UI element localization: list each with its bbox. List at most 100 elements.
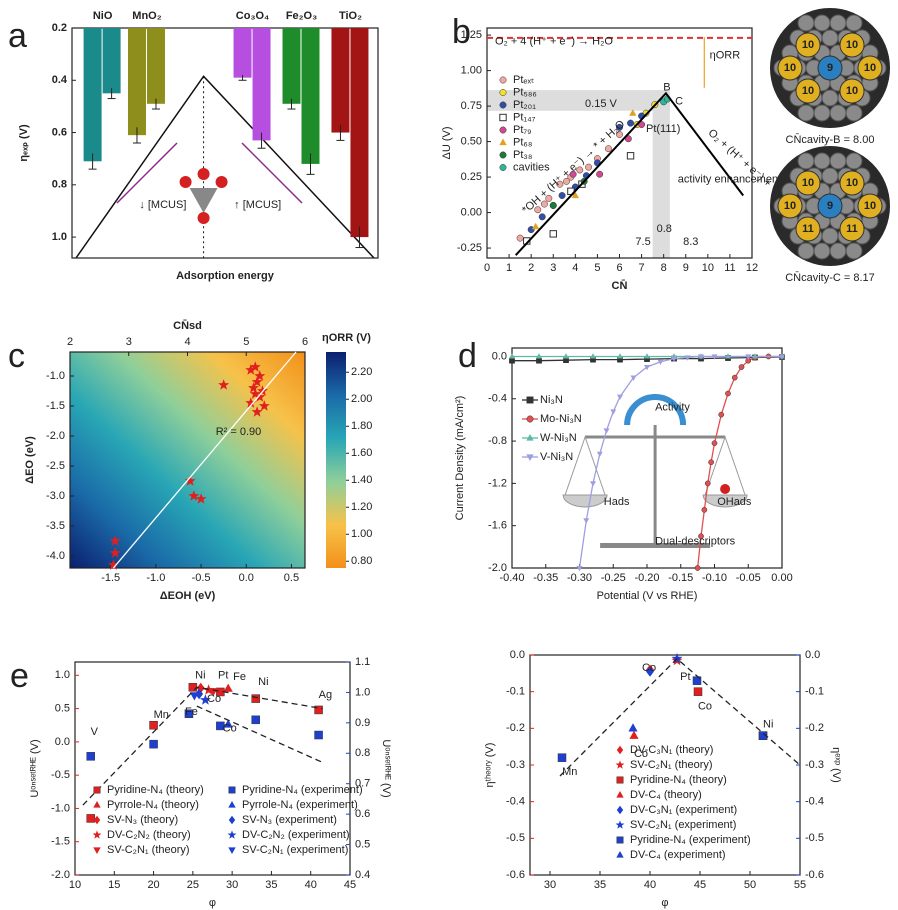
annotation: Ni: [258, 676, 268, 688]
annotation: Ni: [195, 669, 205, 681]
data-point: [540, 200, 548, 208]
bar: [252, 28, 271, 141]
legend-marker: [228, 786, 236, 794]
data-point: [218, 379, 230, 390]
x-tick-label: 30: [544, 879, 556, 891]
legend-marker: [615, 760, 625, 769]
data-point: [516, 234, 524, 242]
annotation: 0.15 V: [585, 98, 617, 110]
x-axis-label: φ: [209, 897, 216, 909]
site-label: 10: [784, 62, 796, 74]
x-tick-label: 35: [265, 879, 277, 891]
data-point: [251, 694, 260, 703]
image-caption: CN̄cavity-B = 8.00: [786, 133, 875, 146]
legend-label: Pyridine-N₄ (theory): [107, 784, 204, 796]
y2-tick-label: 0.9: [355, 717, 370, 729]
atom: [813, 242, 831, 260]
legend-label: DV-C₃N₁ (theory): [630, 744, 713, 756]
y2-tick-label: 0.7: [355, 778, 370, 790]
annotation: Fe: [185, 706, 198, 718]
y2-tick-label: -0.3: [805, 759, 824, 771]
bar: [83, 28, 102, 162]
x-tick-label: 1: [506, 262, 512, 274]
x-tick-label: 50: [744, 879, 756, 891]
y-tick-label: -0.5: [51, 769, 70, 781]
y2-tick-label: 0.0: [805, 649, 820, 661]
panel-letter: d: [458, 337, 477, 375]
site: [777, 55, 803, 81]
site-label: 11: [846, 223, 858, 235]
site: [839, 170, 865, 196]
legend-marker: [499, 151, 507, 159]
site-label: 10: [846, 177, 858, 189]
data-point: [188, 683, 198, 692]
site-label: 11: [802, 223, 814, 235]
y-tick-label: -2.0: [46, 430, 65, 442]
colorbar-label: ηORR (V): [322, 332, 371, 344]
data-point: [257, 385, 268, 396]
data-point: [644, 365, 650, 371]
atom: [179, 176, 192, 188]
series-line: [112, 351, 297, 569]
base: [600, 543, 711, 548]
y2-tick-label: -0.2: [805, 722, 824, 734]
x-tick-label: 4: [572, 262, 578, 274]
y-tick-label: 0.0: [510, 649, 525, 661]
colorbar-tick-label: 1.20: [351, 501, 372, 513]
y-tick-label: 1.00: [461, 64, 482, 76]
bar: [350, 28, 369, 238]
data-point: [223, 719, 233, 728]
data-point: [216, 721, 225, 731]
series-line: [82, 686, 323, 806]
data-point: [536, 357, 542, 364]
x-tick-label: 0: [484, 262, 490, 274]
data-point: [149, 720, 158, 730]
legend-label: W-Ni₃N: [540, 432, 577, 444]
y-tick-label: -0.4: [506, 796, 525, 808]
data-point: [557, 753, 567, 762]
data-point: [603, 428, 610, 434]
colorbar-tick-label: 1.00: [351, 528, 372, 540]
data-point: [534, 206, 542, 214]
data-point: [704, 480, 711, 487]
pan-string: [704, 435, 746, 496]
y2-tick-label: 1.1: [355, 656, 370, 668]
bar: [282, 28, 301, 104]
data-point: [86, 752, 95, 761]
legend-marker: [616, 745, 624, 755]
legend-label: DV-C₂N₂ (experiment): [242, 829, 350, 841]
x-tick-label: 0.5: [284, 572, 299, 584]
data-point: [576, 166, 584, 174]
data-point: [563, 177, 570, 185]
legend-marker: [526, 415, 534, 423]
legend-marker: [228, 801, 236, 808]
x-tick-label: -0.05: [736, 572, 761, 584]
legend-label: Pt₂₀₁: [513, 99, 536, 111]
y-tick-label: -1.0: [51, 802, 70, 814]
atom: [215, 176, 228, 188]
legend-label: Mo-Ni₃N: [540, 413, 582, 425]
category-label: NiO: [93, 10, 113, 22]
data-point: [596, 451, 603, 457]
annotation: Mn: [154, 709, 169, 721]
data-point: [657, 359, 664, 365]
data-point: [536, 353, 542, 359]
panel-letter: c: [8, 337, 25, 375]
data-point: [616, 131, 623, 138]
x-tick-label: -0.20: [634, 572, 659, 584]
x-tick-label: -1.5: [101, 572, 120, 584]
atom: [197, 212, 210, 224]
data-point: [531, 222, 540, 230]
data-point: [509, 357, 515, 364]
x-tick-label: 0.00: [771, 572, 792, 584]
x-tick-label: 40: [644, 879, 656, 891]
annotation: ηORR: [710, 50, 741, 62]
legend-marker: [227, 830, 237, 839]
colorbar-tick-label: 1.80: [351, 420, 372, 432]
y-tick-label: 0.2: [52, 22, 67, 34]
y-tick-label: -1.6: [488, 520, 507, 532]
site-label: 9: [827, 62, 833, 74]
legend-marker: [92, 830, 102, 839]
legend-label: DV-C₄ (experiment): [630, 849, 726, 861]
site: [795, 170, 821, 196]
